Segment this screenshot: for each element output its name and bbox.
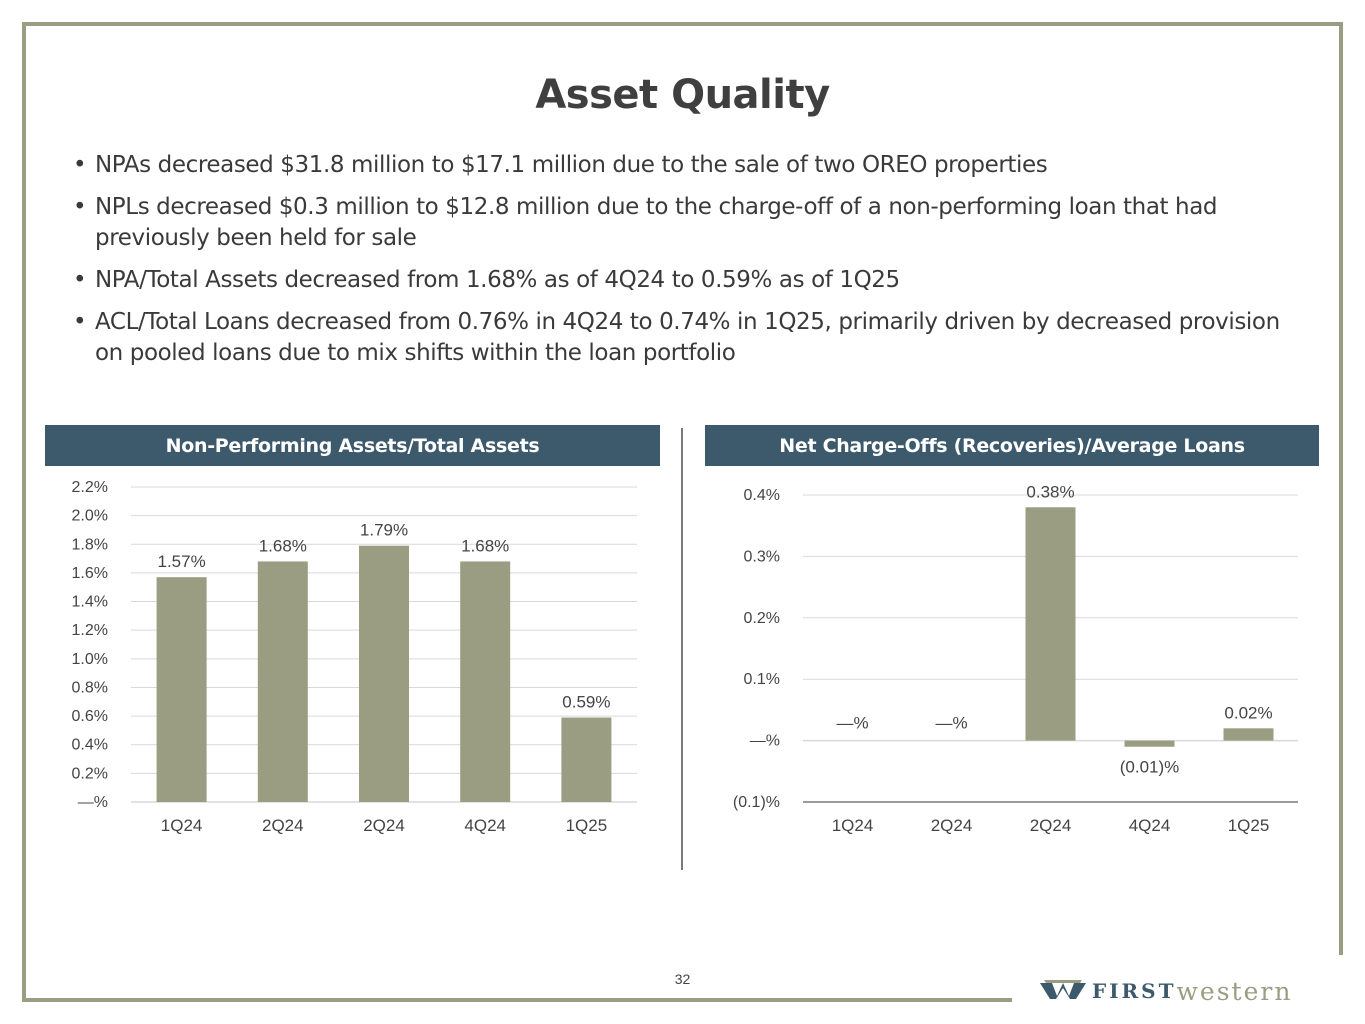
bar — [1025, 507, 1076, 741]
bullet-item: • ACL/Total Loans decreased from 0.76% in… — [73, 309, 1280, 366]
y-tick-label: 2.0% — [72, 508, 108, 525]
bar — [1223, 728, 1274, 741]
page-title: Asset Quality — [535, 72, 830, 118]
panel-divider — [681, 428, 683, 870]
y-tick-label: 1.8% — [72, 536, 108, 553]
npa-chart-header: Non-Performing Assets/Total Assets — [45, 425, 660, 466]
frame-bottom-border — [22, 998, 1012, 1002]
category-label: 4Q24 — [1129, 816, 1171, 835]
y-tick-label: 0.2% — [72, 765, 108, 782]
y-tick-label: 0.2% — [744, 610, 780, 627]
bar — [359, 545, 409, 802]
category-label: 1Q24 — [832, 816, 874, 835]
bar — [1124, 740, 1175, 747]
y-tick-label: —% — [78, 794, 108, 811]
bullet-dot: • — [73, 194, 87, 220]
data-label: —% — [836, 714, 868, 733]
y-tick-label: 0.3% — [744, 548, 780, 565]
company-logo: FIRST western — [1040, 976, 1292, 1006]
data-label: 1.68% — [461, 536, 509, 555]
logo-w-mark-icon — [1040, 980, 1086, 999]
category-label: 2Q24 — [262, 816, 304, 835]
category-label: 4Q24 — [464, 816, 506, 835]
bar — [460, 561, 511, 802]
y-tick-label: 0.6% — [72, 708, 108, 725]
y-tick-label: 0.8% — [72, 679, 108, 696]
npa-chart: —% 0.2% 0.4% 0.6% 0.8% 1.0% 1.2% 1.4% 1.6% 1.8% 2.… — [72, 479, 637, 835]
data-label: (0.01)% — [1120, 758, 1180, 777]
bar — [156, 577, 207, 802]
y-tick-label: 1.6% — [72, 565, 108, 582]
nco-chart-header: Net Charge-Offs (Recoveries)/Average Loa… — [705, 425, 1319, 466]
data-label: 0.59% — [562, 693, 610, 712]
bullet-item: • NPLs decreased $0.3 million to $12.8 mi… — [73, 194, 1218, 251]
y-tick-label: 1.0% — [72, 651, 108, 668]
nco-chart: (0.1)% —% 0.1% 0.2% 0.3% 0.4% —% 1Q24 —% 2Q24 0.38… — [733, 482, 1298, 835]
y-tick-label: 1.2% — [72, 622, 108, 639]
page-number: 32 — [674, 971, 691, 987]
bullet-dot: • — [73, 152, 87, 178]
logo-first-text: FIRST — [1092, 979, 1177, 1003]
bullet-dot: • — [73, 267, 87, 293]
bullet-dot: • — [73, 309, 87, 335]
category-label: 1Q25 — [566, 816, 608, 835]
logo-western-text: western — [1176, 976, 1293, 1006]
bullet-list: • NPAs decreased $31.8 million to $17.1 m… — [70, 150, 1280, 380]
frame-right-border — [1339, 22, 1343, 955]
category-label: 1Q24 — [161, 816, 203, 835]
frame-top-border — [22, 22, 1343, 26]
category-label: 2Q24 — [931, 816, 973, 835]
bullet-item: • NPA/Total Assets decreased from 1.68% a… — [70, 265, 1280, 296]
y-tick-label: 0.4% — [72, 737, 108, 754]
data-label: 0.02% — [1224, 703, 1272, 722]
category-label: 2Q24 — [1030, 816, 1072, 835]
data-label: —% — [935, 714, 967, 733]
data-label: 1.57% — [157, 552, 205, 571]
y-tick-label: 2.2% — [72, 479, 108, 496]
data-label: 0.38% — [1026, 482, 1074, 501]
y-tick-label: 0.1% — [744, 671, 780, 688]
data-label: 1.68% — [259, 536, 307, 555]
category-label: 1Q25 — [1228, 816, 1270, 835]
y-tick-label: 0.4% — [744, 487, 780, 504]
bar — [561, 717, 612, 802]
bullet-item: • NPAs decreased $31.8 million to $17.1 m… — [70, 150, 1280, 181]
bar — [257, 561, 308, 802]
y-tick-label: (0.1)% — [733, 794, 780, 811]
y-tick-label: 1.4% — [72, 594, 108, 611]
data-label: 1.79% — [360, 521, 408, 540]
y-tick-label: —% — [750, 733, 780, 750]
category-label: 2Q24 — [363, 816, 405, 835]
frame-left-border — [22, 22, 26, 1002]
